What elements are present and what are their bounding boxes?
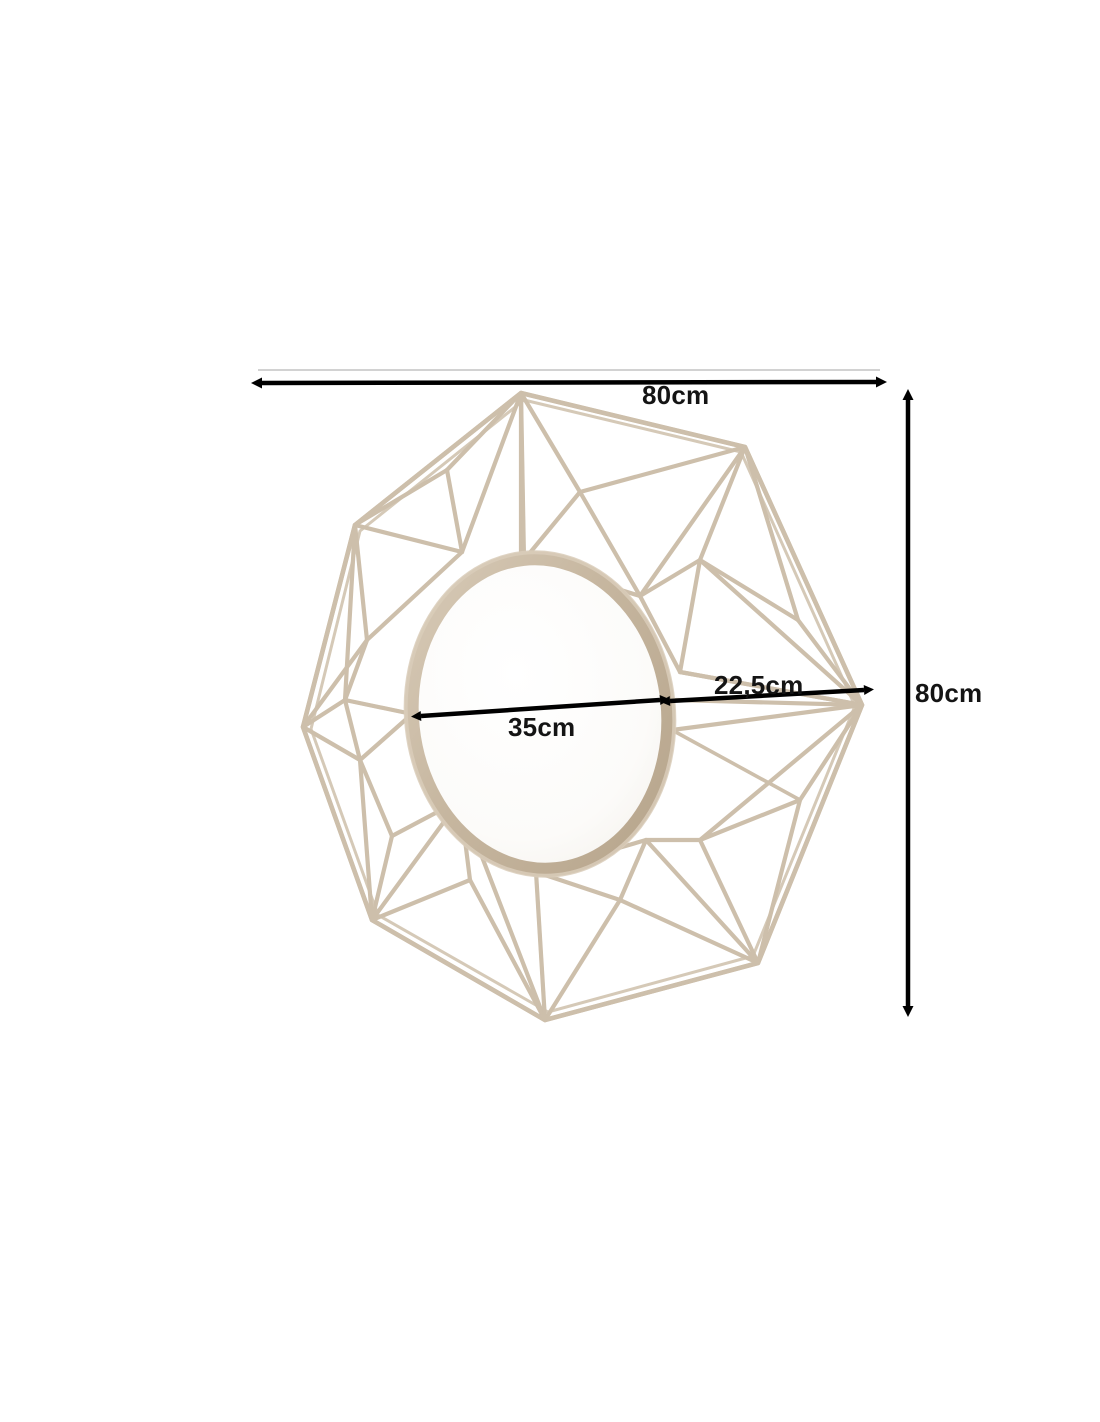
dimension-label-width: 80cm [642,380,710,410]
dimension-line-width-top [251,376,887,389]
strut-group-top-left [300,390,524,730]
strut-group-bottom-right [533,702,865,1023]
dimension-label-frame-band: 22,5cm [714,670,804,700]
dimension-line-mirror-diameter [411,695,670,721]
dimension-label-height: 80cm [915,678,983,708]
dimension-line-frame-band [660,685,874,706]
dimension-lines [251,369,914,1017]
dimension-label-mirror-diameter: 35cm [508,712,576,742]
strut-group-hub-spokes [343,391,802,1022]
